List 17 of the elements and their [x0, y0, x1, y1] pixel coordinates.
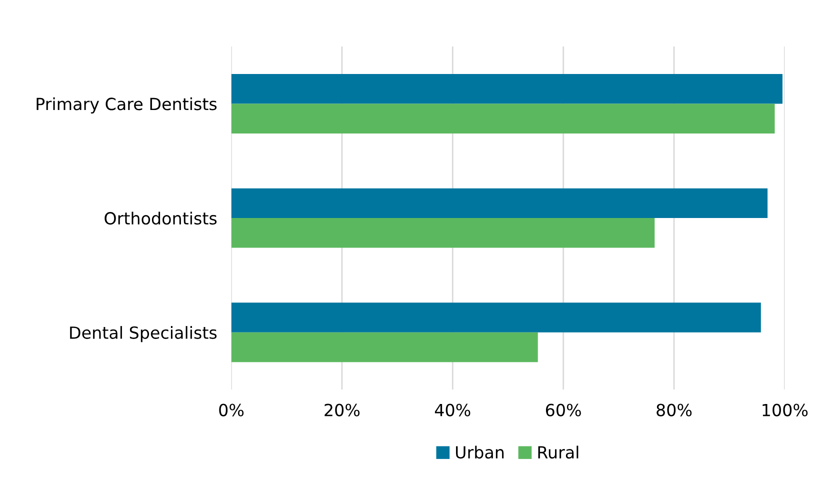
- legend-label: Rural: [538, 446, 578, 459]
- x-tick-label: 40%: [434, 404, 470, 416]
- x-tick-label: 60%: [546, 404, 581, 416]
- bar: [231, 188, 768, 218]
- legend-label: Urban: [456, 446, 504, 459]
- x-tick-label: 0%: [219, 404, 244, 416]
- bar: [231, 332, 538, 362]
- x-tick-label: 100%: [762, 404, 808, 416]
- x-tick-label: 20%: [324, 404, 360, 416]
- x-tick-label: 80%: [656, 404, 692, 416]
- y-tick-label: Dental Specialists: [70, 326, 217, 342]
- bar: [231, 104, 775, 134]
- bar: [231, 302, 761, 332]
- bar: [231, 74, 782, 104]
- bar: [231, 218, 655, 248]
- y-tick-label: Primary Care Dentists: [36, 97, 217, 114]
- y-tick-label: Orthodontists: [104, 212, 217, 225]
